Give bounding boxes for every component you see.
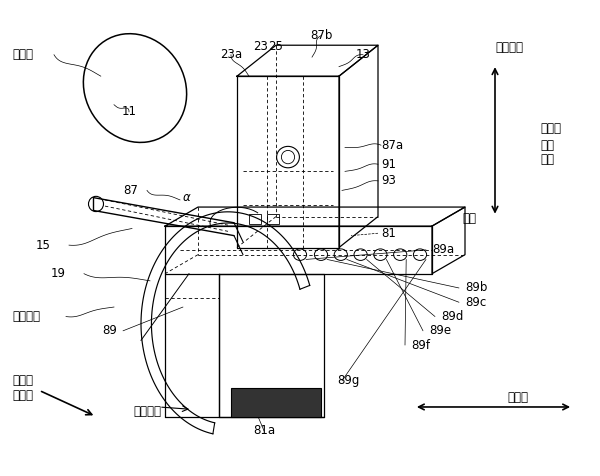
Text: 89f: 89f bbox=[411, 338, 430, 352]
Text: 被写体側: 被写体側 bbox=[12, 310, 40, 323]
Text: 91: 91 bbox=[381, 158, 396, 171]
Text: 89d: 89d bbox=[441, 310, 463, 323]
Text: 89c: 89c bbox=[465, 296, 486, 309]
Text: 横方向: 横方向 bbox=[507, 391, 528, 404]
Text: 縦方向: 縦方向 bbox=[12, 388, 33, 402]
Text: 93: 93 bbox=[381, 174, 396, 188]
Text: （右）: （右） bbox=[540, 122, 561, 135]
Text: 15: 15 bbox=[36, 238, 51, 252]
Text: 腕側: 腕側 bbox=[462, 212, 476, 226]
Text: 23: 23 bbox=[254, 40, 268, 53]
Text: （左）: （左） bbox=[12, 374, 33, 387]
Text: 89e: 89e bbox=[429, 324, 451, 337]
Text: α: α bbox=[183, 191, 191, 204]
Text: 厚さ: 厚さ bbox=[540, 139, 554, 152]
Text: 81a: 81a bbox=[253, 424, 275, 437]
Text: 被写体: 被写体 bbox=[12, 48, 33, 61]
Text: 25: 25 bbox=[269, 40, 283, 53]
Text: 89a: 89a bbox=[432, 243, 454, 257]
Polygon shape bbox=[231, 388, 321, 416]
Text: 23a: 23a bbox=[220, 48, 242, 61]
Text: 方向: 方向 bbox=[540, 153, 554, 166]
Text: 89b: 89b bbox=[465, 281, 487, 295]
Text: 87: 87 bbox=[123, 184, 138, 197]
Text: 87a: 87a bbox=[381, 139, 403, 152]
Text: 腕外方側: 腕外方側 bbox=[495, 41, 523, 54]
Text: 81: 81 bbox=[381, 227, 396, 240]
Text: 87b: 87b bbox=[310, 29, 332, 42]
Text: 11: 11 bbox=[121, 105, 137, 119]
Text: 13: 13 bbox=[356, 48, 370, 61]
Text: 使用者側: 使用者側 bbox=[133, 405, 161, 418]
Text: 89g: 89g bbox=[337, 374, 359, 387]
Text: 89: 89 bbox=[102, 324, 117, 337]
Text: 19: 19 bbox=[51, 267, 66, 280]
